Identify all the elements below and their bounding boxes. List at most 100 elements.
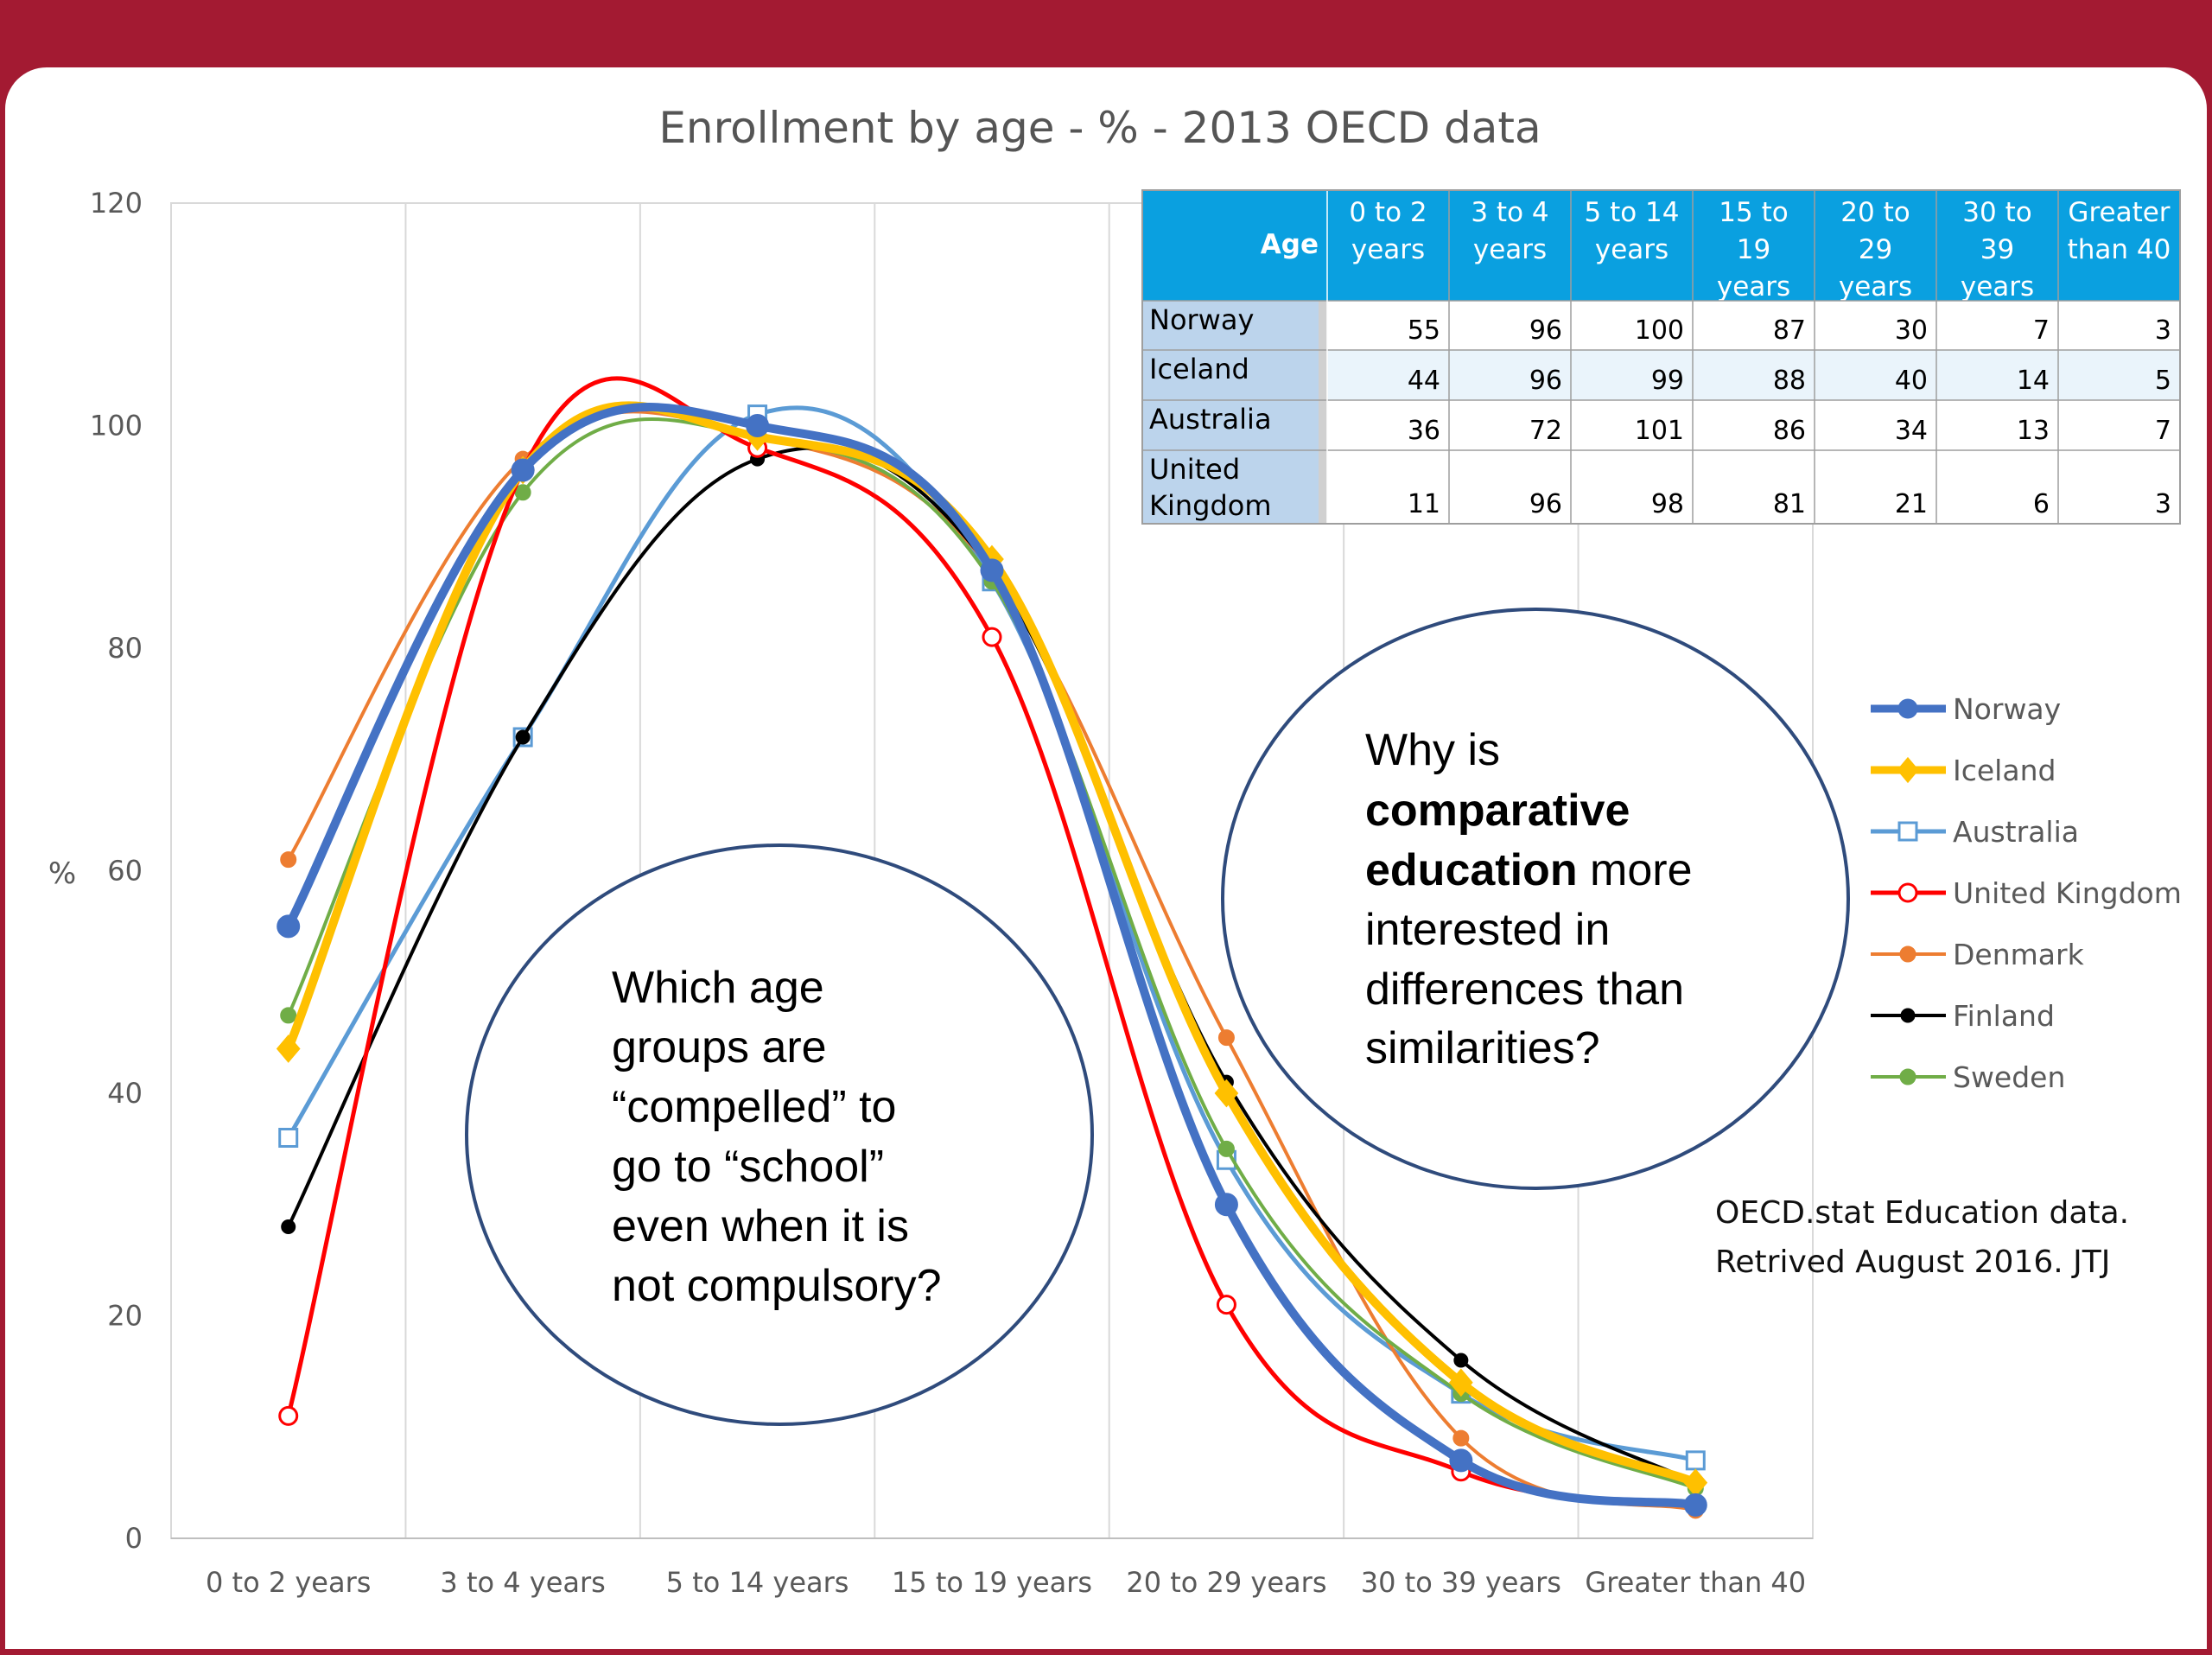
row-bg: [1327, 301, 2180, 350]
source-line: Retrived August 2016. JTJ: [1715, 1244, 2110, 1280]
table-cell: 21: [1895, 489, 1928, 519]
table-column-header: 15 to 19 years: [1717, 197, 1790, 302]
table-cell: 14: [2017, 366, 2050, 396]
bubble-left-line: Which age: [612, 963, 824, 1013]
table-corner-label: Age: [1261, 229, 1319, 260]
row-label-divider: [1319, 301, 1327, 350]
x-tick-label: Greater than 40: [1585, 1566, 1806, 1599]
chart-title: Enrollment by age - % - 2013 OECD data: [658, 103, 1541, 153]
table-column-header: 30 to 39 years: [1961, 197, 2034, 302]
question-bubble-left: [465, 843, 1094, 1426]
legend-label: Finland: [1953, 999, 2055, 1033]
series-line: [286, 376, 1698, 1507]
bubble-right-line: similarities?: [1365, 1023, 1600, 1073]
row-bg: [1327, 350, 2180, 400]
legend: Norway Iceland Australia United Kingdom Denm…: [1871, 692, 2182, 1094]
x-tick-label: 30 to 39 years: [1361, 1566, 1561, 1599]
table-cell: 7: [2155, 416, 2171, 446]
table-cell: 55: [1408, 315, 1440, 346]
y-axis-ticks: 0 20 40 60 80 100 120: [90, 187, 143, 1555]
bubble-right-line: interested in: [1365, 905, 1610, 955]
row-label: Norway: [1149, 303, 1254, 336]
row-label: United Kingdom: [1149, 453, 1272, 522]
table-cell: 96: [1529, 366, 1562, 396]
bubble-left-line: go to “school”: [612, 1142, 884, 1192]
source-note: OECD.stat Education data. Retrived Augus…: [1715, 1195, 2139, 1280]
data-point: [1214, 1079, 1239, 1108]
data-point: [278, 1405, 299, 1426]
table-column-header: 20 to 29 years: [1839, 197, 1912, 302]
question-bubble-right: [1221, 608, 1850, 1190]
legend-label: Denmark: [1953, 938, 2085, 971]
bubble-left-line: not compulsory?: [612, 1261, 942, 1311]
series-norway: [276, 403, 1707, 1517]
table-column-header: 5 to 14 years: [1585, 197, 1680, 265]
table-cell: 5: [2155, 366, 2171, 396]
y-tick-label: 100: [90, 410, 143, 442]
data-point: [1683, 1493, 1707, 1517]
table-cell: 6: [2033, 489, 2050, 519]
row-bg: [1327, 450, 2180, 524]
table-cell: 81: [1773, 489, 1806, 519]
data-point: [1217, 1140, 1235, 1157]
y-tick-label: 40: [107, 1077, 143, 1110]
bubble-left-text: Which age groups are “compelled” to go t…: [612, 963, 942, 1311]
row-label-divider: [1319, 350, 1327, 400]
table-cell: 3: [2155, 315, 2171, 346]
table-cell: 88: [1773, 366, 1806, 396]
row-label-bg: [1142, 400, 1319, 450]
data-point: [1685, 1450, 1706, 1471]
data-point: [515, 729, 531, 745]
data-point: [1214, 1193, 1238, 1217]
data-point: [1897, 821, 1918, 842]
table-cell: 101: [1635, 416, 1684, 446]
y-axis-label: %: [48, 856, 76, 891]
data-point: [982, 627, 1002, 647]
legend-item: Sweden: [1871, 1060, 2065, 1094]
row-label-bg: [1142, 450, 1319, 524]
legend-item: Norway: [1871, 692, 2061, 726]
row-label: Australia: [1149, 403, 1272, 436]
bubble-right-line: comparative: [1365, 786, 1630, 836]
x-axis-ticks: 0 to 2 years 3 to 4 years 5 to 14 years 15 …: [206, 1566, 1806, 1599]
table-cell: 30: [1895, 315, 1928, 346]
table-cell: 98: [1651, 489, 1684, 519]
y-tick-label: 60: [107, 855, 143, 888]
table-row: Australia 36 72 101 86 34 13 7: [1142, 399, 2180, 450]
table-cell: 13: [2017, 416, 2050, 446]
table-cell: 36: [1408, 416, 1440, 446]
data-point: [1449, 1368, 1473, 1397]
data-point: [511, 458, 535, 482]
table-cell: 7: [2033, 315, 2050, 346]
data-point: [1900, 1008, 1916, 1023]
row-label: Iceland: [1149, 353, 1249, 385]
row-label-divider: [1319, 450, 1327, 524]
x-tick-label: 0 to 2 years: [206, 1566, 371, 1599]
legend-item: Finland: [1871, 999, 2055, 1033]
x-tick-label: 3 to 4 years: [440, 1566, 605, 1599]
data-point: [1449, 1448, 1473, 1473]
bubble-right-text: Why is comparative education more intere…: [1365, 725, 1705, 1073]
data-point: [980, 558, 1004, 582]
data-point: [1899, 945, 1916, 963]
data-point: [281, 1219, 296, 1234]
bubble-right-line: education more: [1365, 845, 1693, 895]
x-tick-label: 5 to 14 years: [666, 1566, 849, 1599]
table-cell: 34: [1895, 416, 1928, 446]
data-point: [276, 914, 301, 939]
legend-item: Iceland: [1871, 754, 2056, 787]
row-label-bg: [1142, 350, 1319, 400]
table-cell: 96: [1529, 489, 1562, 519]
table-border: [1141, 189, 2181, 525]
data-point: [1897, 882, 1918, 903]
data-point: [1899, 1068, 1916, 1085]
data-point: [746, 414, 770, 437]
table-cell: 11: [1408, 489, 1440, 519]
table-column-header: 3 to 4 years: [1471, 197, 1548, 265]
data-point: [1217, 1029, 1235, 1047]
series-lines: [276, 376, 1708, 1519]
row-label-divider: [1319, 400, 1327, 450]
table-column-header: Greater than 40: [2068, 197, 2171, 265]
row-bg: [1327, 400, 2180, 450]
